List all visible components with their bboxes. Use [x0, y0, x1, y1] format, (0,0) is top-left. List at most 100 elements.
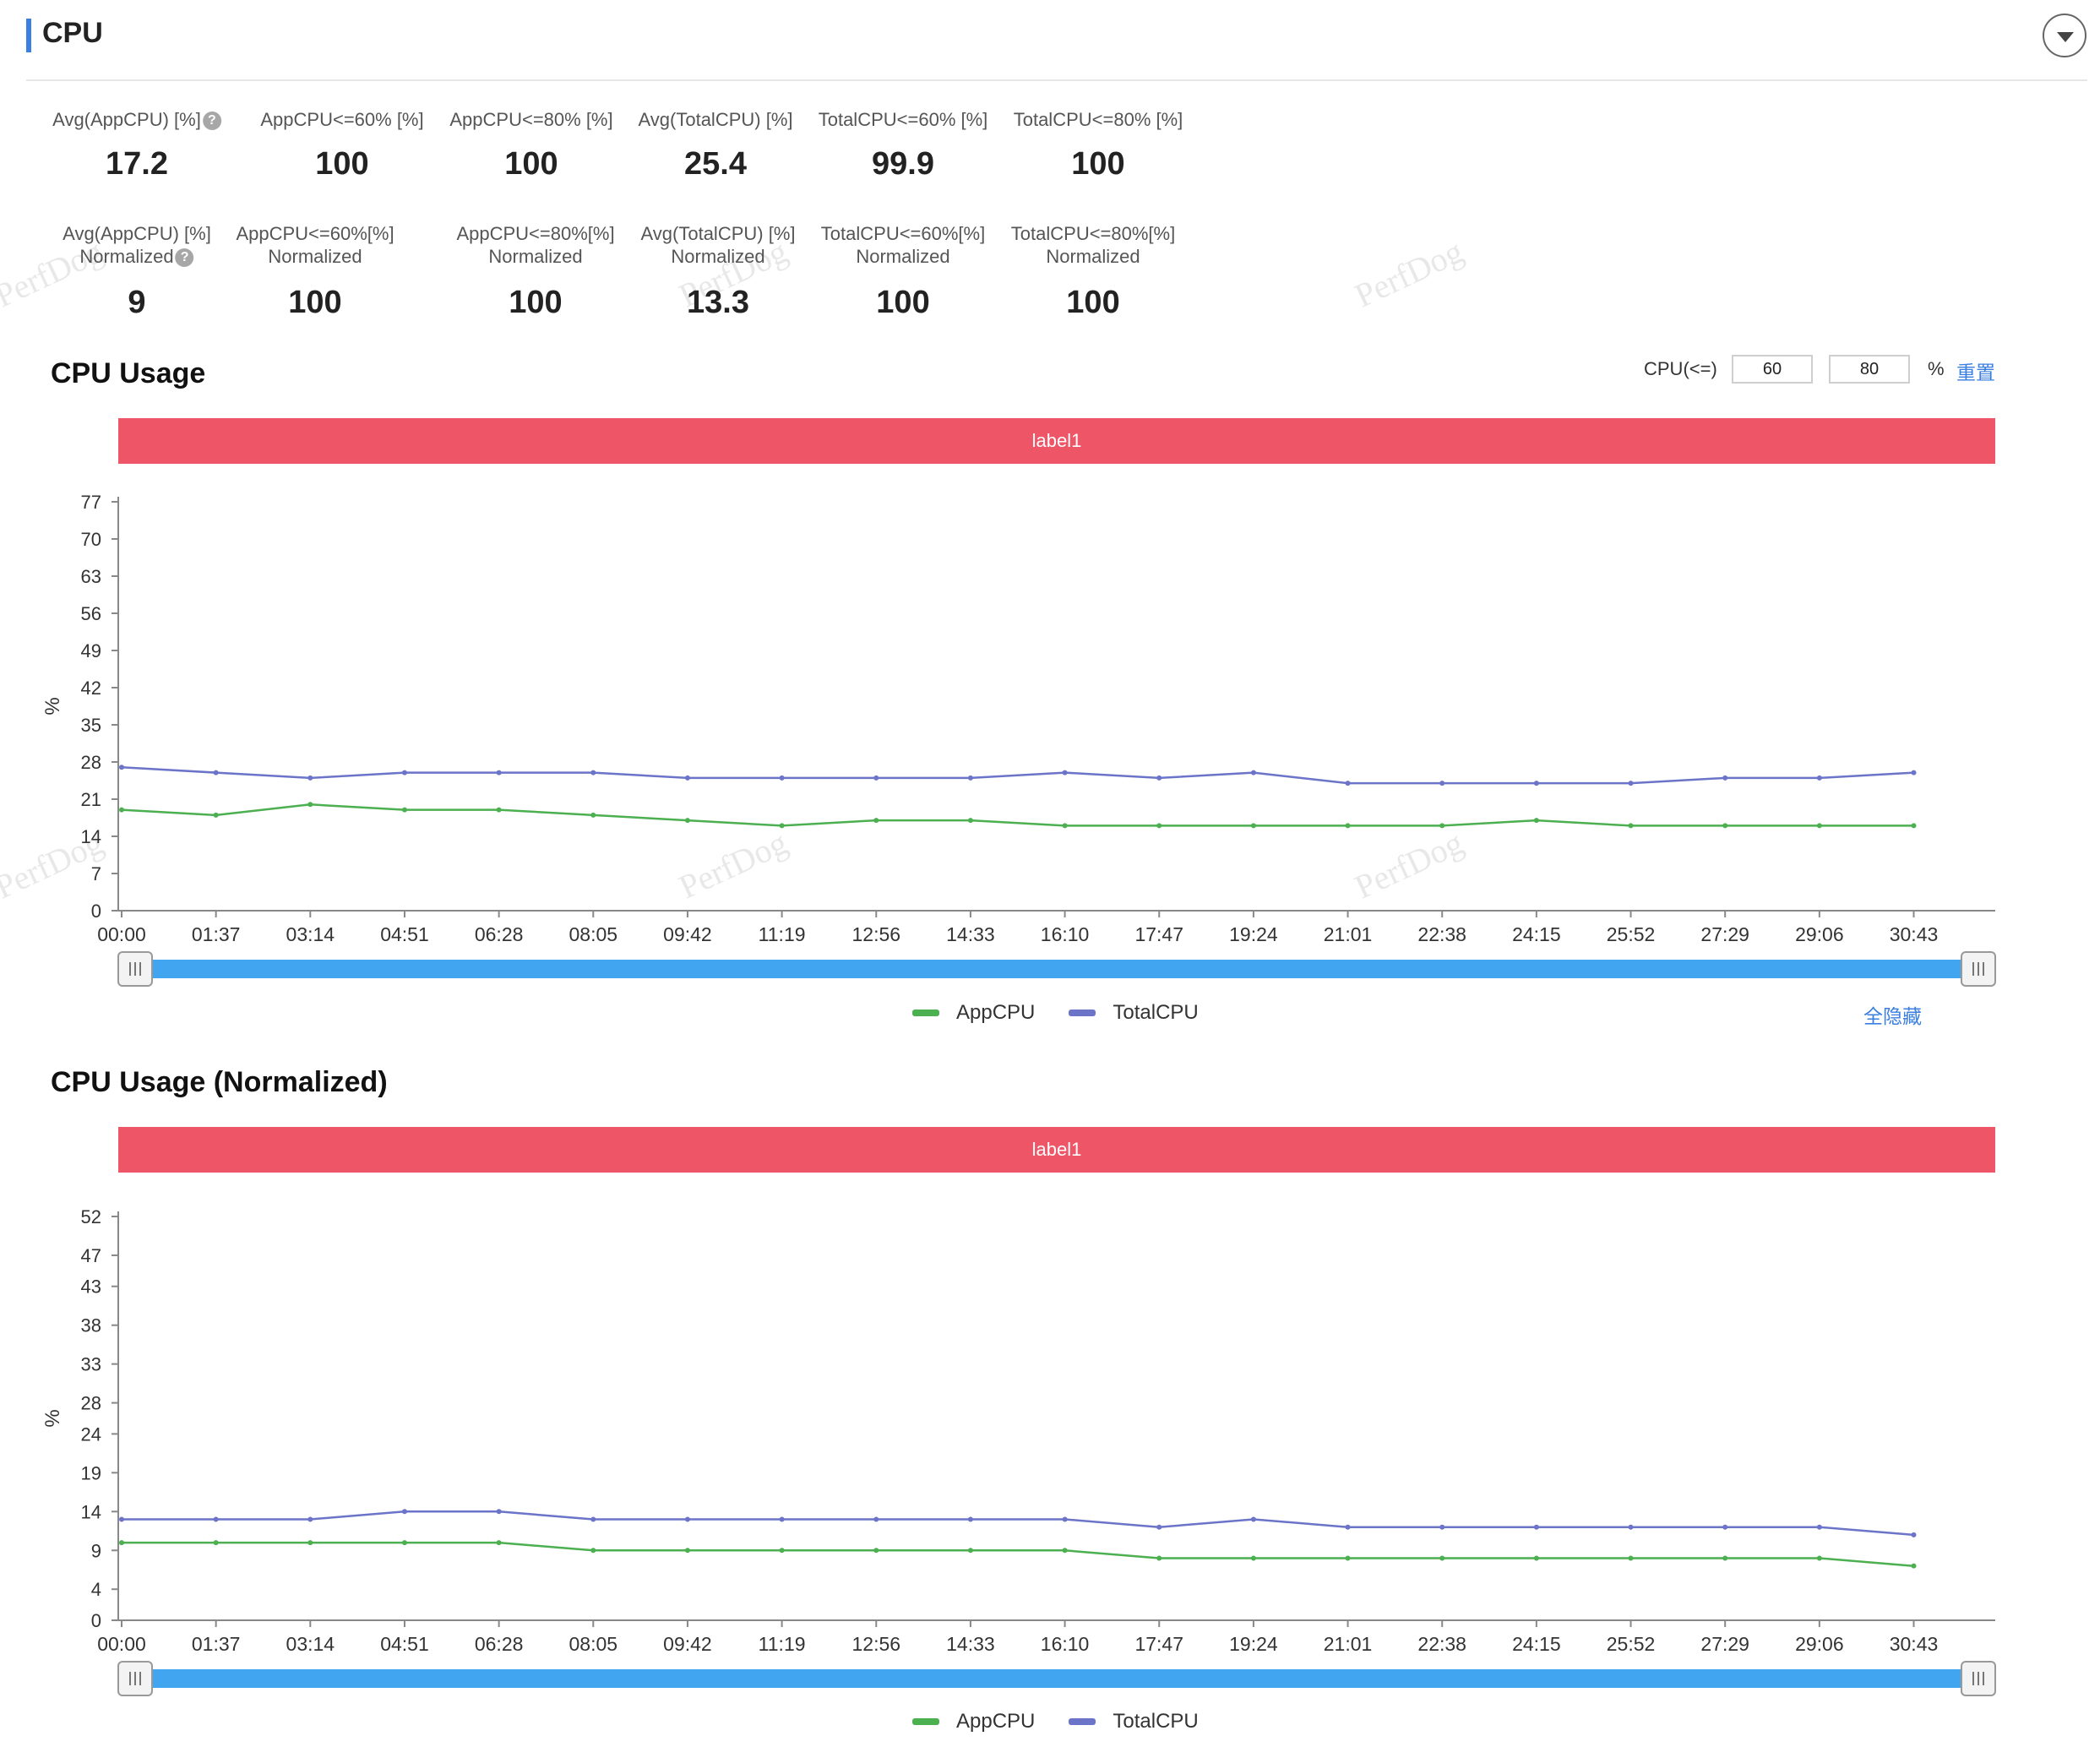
help-icon[interactable]: ?: [175, 248, 194, 268]
data-point-appcpu[interactable]: [590, 812, 596, 818]
data-point-appcpu[interactable]: [1062, 823, 1068, 829]
data-point-appcpu[interactable]: [1439, 1555, 1445, 1561]
data-point-totalcpu[interactable]: [1816, 1524, 1822, 1530]
data-point-appcpu[interactable]: [496, 1540, 502, 1546]
data-point-totalcpu[interactable]: [401, 1509, 407, 1515]
data-point-appcpu[interactable]: [1533, 1555, 1539, 1561]
data-point-totalcpu[interactable]: [496, 770, 502, 776]
data-point-appcpu[interactable]: [1628, 1555, 1634, 1561]
data-point-appcpu[interactable]: [1911, 823, 1917, 829]
data-point-appcpu[interactable]: [1722, 1555, 1728, 1561]
data-point-totalcpu[interactable]: [1533, 1524, 1539, 1530]
data-point-totalcpu[interactable]: [1628, 781, 1634, 786]
range-slider-track[interactable]: [118, 1669, 1995, 1688]
data-point-appcpu[interactable]: [1062, 1548, 1068, 1554]
data-point-totalcpu[interactable]: [1816, 775, 1822, 781]
legend-item-totalcpu[interactable]: TotalCPU: [1069, 1710, 1199, 1733]
data-point-totalcpu[interactable]: [873, 1516, 879, 1522]
data-point-totalcpu[interactable]: [1439, 781, 1445, 786]
data-point-totalcpu[interactable]: [213, 770, 219, 776]
range-slider-handle-left[interactable]: [117, 951, 153, 987]
data-point-totalcpu[interactable]: [967, 1516, 973, 1522]
data-point-appcpu[interactable]: [1156, 1555, 1162, 1561]
data-point-appcpu[interactable]: [1250, 823, 1256, 829]
data-point-totalcpu[interactable]: [1628, 1524, 1634, 1530]
data-point-appcpu[interactable]: [119, 1540, 124, 1546]
data-point-appcpu[interactable]: [873, 1548, 879, 1554]
data-point-appcpu[interactable]: [213, 1540, 219, 1546]
data-point-totalcpu[interactable]: [684, 1516, 690, 1522]
data-point-appcpu[interactable]: [1250, 1555, 1256, 1561]
series-line-totalcpu[interactable]: [121, 766, 1914, 785]
data-point-appcpu[interactable]: [1911, 1563, 1917, 1569]
data-point-totalcpu[interactable]: [1345, 781, 1351, 786]
data-point-appcpu[interactable]: [401, 1540, 407, 1546]
data-point-appcpu[interactable]: [1156, 823, 1162, 829]
data-point-appcpu[interactable]: [967, 818, 973, 824]
data-point-totalcpu[interactable]: [496, 1509, 502, 1515]
data-point-appcpu[interactable]: [1722, 823, 1728, 829]
collapse-toggle-button[interactable]: [2043, 14, 2086, 57]
hide-all-button[interactable]: 全隐藏: [1863, 1005, 1922, 1027]
legend-item-appcpu[interactable]: AppCPU: [912, 1710, 1035, 1733]
data-point-appcpu[interactable]: [967, 1548, 973, 1554]
help-icon[interactable]: ?: [202, 112, 221, 131]
data-point-totalcpu[interactable]: [213, 1516, 219, 1522]
data-point-totalcpu[interactable]: [873, 775, 879, 781]
series-line-totalcpu[interactable]: [122, 1510, 1914, 1537]
data-point-appcpu[interactable]: [1439, 823, 1445, 829]
data-point-totalcpu[interactable]: [1156, 775, 1162, 781]
data-point-appcpu[interactable]: [1816, 1555, 1822, 1561]
data-point-appcpu[interactable]: [307, 1540, 313, 1546]
cpu-usage-normalized-chart[interactable]: 52 47 43 38 33 28 24 19 14 9 4 0% 00:00 01:37 03:14 04:…: [0, 1183, 2100, 1706]
data-point-totalcpu[interactable]: [1345, 1524, 1351, 1530]
data-point-appcpu[interactable]: [684, 818, 690, 824]
data-point-totalcpu[interactable]: [684, 775, 690, 781]
data-point-totalcpu[interactable]: [1911, 1532, 1917, 1537]
data-point-appcpu[interactable]: [496, 807, 502, 813]
data-point-appcpu[interactable]: [779, 823, 785, 829]
data-point-totalcpu[interactable]: [967, 775, 973, 781]
data-point-totalcpu[interactable]: [119, 765, 124, 770]
data-point-appcpu[interactable]: [401, 807, 407, 813]
data-point-appcpu[interactable]: [590, 1548, 596, 1554]
data-point-appcpu[interactable]: [213, 812, 219, 818]
data-point-appcpu[interactable]: [1628, 823, 1634, 829]
legend-item-appcpu[interactable]: AppCPU: [912, 1001, 1035, 1025]
data-point-totalcpu[interactable]: [779, 1516, 785, 1522]
range-slider-track[interactable]: [118, 960, 1995, 978]
data-point-totalcpu[interactable]: [307, 1516, 313, 1522]
data-point-appcpu[interactable]: [119, 807, 124, 813]
range-slider-handle-right[interactable]: [1961, 1661, 1996, 1696]
data-point-totalcpu[interactable]: [1156, 1524, 1162, 1530]
data-point-totalcpu[interactable]: [1722, 775, 1728, 781]
data-point-appcpu[interactable]: [684, 1548, 690, 1554]
range-slider-handle-right[interactable]: [1961, 951, 1996, 987]
data-point-appcpu[interactable]: [1345, 1555, 1351, 1561]
data-point-totalcpu[interactable]: [401, 770, 407, 776]
data-point-appcpu[interactable]: [1816, 823, 1822, 829]
data-point-appcpu[interactable]: [1345, 823, 1351, 829]
data-point-totalcpu[interactable]: [1533, 781, 1539, 786]
series-line-appcpu[interactable]: [121, 803, 1914, 827]
data-point-totalcpu[interactable]: [590, 1516, 596, 1522]
data-point-totalcpu[interactable]: [1250, 770, 1256, 776]
data-point-appcpu[interactable]: [1533, 818, 1539, 824]
data-point-totalcpu[interactable]: [1062, 1516, 1068, 1522]
threshold-high-input[interactable]: [1829, 355, 1910, 384]
legend-item-totalcpu[interactable]: TotalCPU: [1069, 1001, 1199, 1025]
data-point-totalcpu[interactable]: [1250, 1516, 1256, 1522]
data-point-totalcpu[interactable]: [779, 775, 785, 781]
data-point-appcpu[interactable]: [873, 818, 879, 824]
data-point-totalcpu[interactable]: [1722, 1524, 1728, 1530]
reset-button[interactable]: 重置: [1956, 362, 1995, 384]
series-line-appcpu[interactable]: [122, 1541, 1914, 1567]
data-point-totalcpu[interactable]: [1911, 770, 1917, 776]
data-point-appcpu[interactable]: [779, 1548, 785, 1554]
data-point-appcpu[interactable]: [307, 802, 313, 808]
label-band[interactable]: label1: [118, 1127, 1995, 1173]
range-slider-handle-left[interactable]: [117, 1661, 153, 1696]
data-point-totalcpu[interactable]: [307, 775, 313, 781]
data-point-totalcpu[interactable]: [119, 1516, 124, 1522]
